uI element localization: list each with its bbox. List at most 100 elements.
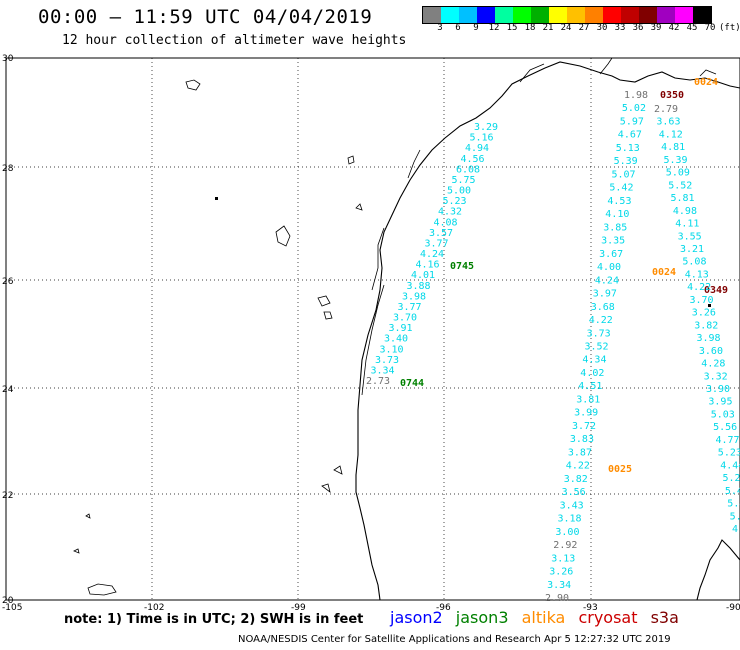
wave-height-value: 3.34 [547, 580, 571, 591]
wave-height-value: 5.97 [620, 117, 644, 128]
color-scale-label: 30 [596, 23, 608, 33]
wave-height-value: 5.47 [725, 486, 740, 497]
color-scale-swatch [603, 7, 621, 23]
wave-height-value: 4.56 [461, 154, 485, 165]
color-scale-label: 42 [668, 23, 680, 33]
wave-height-value: 3.63 [656, 117, 680, 128]
wave-height-value: 3.35 [601, 236, 625, 247]
wave-height-value: 4.51 [578, 381, 602, 392]
wave-height-value: 3.91 [389, 323, 413, 334]
wave-height-value: 3.87 [568, 447, 592, 458]
wave-height-value: 5.02 [622, 103, 646, 114]
color-scale-swatch [621, 7, 639, 23]
legend-s3a: s3a [650, 608, 679, 627]
wave-height-value: 5.39 [614, 156, 638, 167]
lat-label: 22 [2, 491, 13, 501]
footer-note: note: 1) Time is in UTC; 2) SWH is in fe… [64, 612, 364, 627]
wave-height-value: 3.95 [708, 397, 732, 408]
wave-height-value: 3.88 [407, 281, 431, 292]
wave-height-value: 3.99 [574, 408, 598, 419]
inland-water-features [73, 79, 363, 596]
wave-height-value: 3.13 [551, 553, 575, 564]
wave-height-value: 5.81 [671, 193, 695, 204]
wave-height-value: 2.90 [545, 593, 569, 604]
wave-height-value: 5.23 [723, 473, 740, 484]
color-scale-swatch [441, 7, 459, 23]
wave-height-value: 3.90 [706, 384, 730, 395]
color-scale-swatch [639, 7, 657, 23]
color-scale-swatch [477, 7, 495, 23]
wave-height-value: 3.73 [587, 328, 611, 339]
map-frame [5, 57, 740, 601]
color-scale [422, 6, 712, 24]
color-scale-swatch [675, 7, 693, 23]
wave-height-value: 3.52 [585, 342, 609, 353]
pass-time-label: 0349 [704, 285, 728, 296]
color-scale-label: 18 [524, 23, 536, 33]
credit-line: NOAA/NESDIS Center for Satellite Applica… [238, 634, 671, 645]
wave-height-value: 5.09 [666, 168, 690, 179]
coastline [355, 57, 740, 601]
color-scale-swatch [567, 7, 585, 23]
wave-height-value: 3.40 [384, 334, 408, 345]
wave-height-value: 4.00 [597, 262, 621, 273]
wave-height-value: 5.75 [452, 175, 476, 186]
wave-height-value: 5.07 [612, 169, 636, 180]
wave-height-value: 4.16 [416, 260, 440, 271]
lat-label: 26 [2, 277, 14, 287]
wave-height-value: 5.13 [616, 143, 640, 154]
wave-height-value: 3.83 [570, 434, 594, 445]
wave-height-value: 3.85 [603, 222, 627, 233]
wave-height-value: 4.67 [618, 130, 642, 141]
wave-height-value: 3.81 [576, 394, 600, 405]
wave-height-tracks: 3.295.164.944.566.085.755.005.234.324.08… [366, 90, 740, 604]
wave-height-value: 4.22 [589, 315, 613, 326]
wave-height-value: 3.73 [375, 355, 399, 366]
color-scale-label: 36 [632, 23, 644, 33]
wave-height-value: 5.42 [727, 499, 740, 510]
pass-time-label: 0745 [450, 261, 474, 272]
legend-cryosat: cryosat [578, 608, 638, 627]
lat-label: 24 [2, 385, 14, 395]
page-title: 00:00 – 11:59 UTC 04/04/2019 [38, 6, 373, 28]
color-scale-label: 24 [560, 23, 572, 33]
wave-height-value: 3.72 [572, 421, 596, 432]
wave-height-value: 3.10 [380, 344, 404, 355]
wave-height-value: 5.23 [718, 448, 740, 459]
wave-height-value: 4.08 [434, 217, 458, 228]
wave-height-value: 5.23 [443, 196, 467, 207]
color-scale-swatch [657, 7, 675, 23]
wave-height-value: 5.08 [682, 257, 706, 268]
wave-height-value: 4.28 [701, 359, 725, 370]
lat-label: 28 [2, 164, 14, 174]
island-dot [215, 197, 218, 200]
wave-height-value: 4.24 [595, 275, 619, 286]
wave-height-value: 3.56 [562, 487, 586, 498]
lon-label: -93 [583, 603, 598, 613]
satellite-legend: jason2 jason3 altika cryosat s3a [390, 608, 687, 627]
wave-height-value: 5.3 [730, 511, 740, 522]
wave-height-value: 3.70 [393, 313, 417, 324]
wave-height-value: 3.43 [560, 500, 584, 511]
wave-height-value: 3.82 [564, 474, 588, 485]
wave-height-value: 4.24 [420, 249, 444, 260]
color-scale-label: 39 [650, 23, 662, 33]
wave-height-value: 3.77 [425, 238, 449, 249]
pass-time-label: 0025 [608, 464, 632, 475]
wave-height-value: 4.10 [605, 209, 629, 220]
color-scale-swatch [495, 7, 513, 23]
wave-height-value: 4.01 [411, 270, 435, 281]
wave-height-value: 3.68 [591, 302, 615, 313]
color-scale-label: 6 [455, 23, 461, 33]
color-scale-swatch [585, 7, 603, 23]
legend-jason3: jason3 [455, 608, 509, 627]
legend-altika: altika [521, 608, 566, 627]
wave-height-value: 3.00 [555, 527, 579, 538]
color-scale-label: 12 [488, 23, 500, 33]
wave-height-value: 3.57 [429, 228, 453, 239]
wave-height-value: 4.94 [465, 143, 489, 154]
wave-height-value: 3.60 [699, 346, 723, 357]
wave-height-value: 3.55 [678, 231, 702, 242]
wave-height-value: 4.13 [685, 270, 709, 281]
